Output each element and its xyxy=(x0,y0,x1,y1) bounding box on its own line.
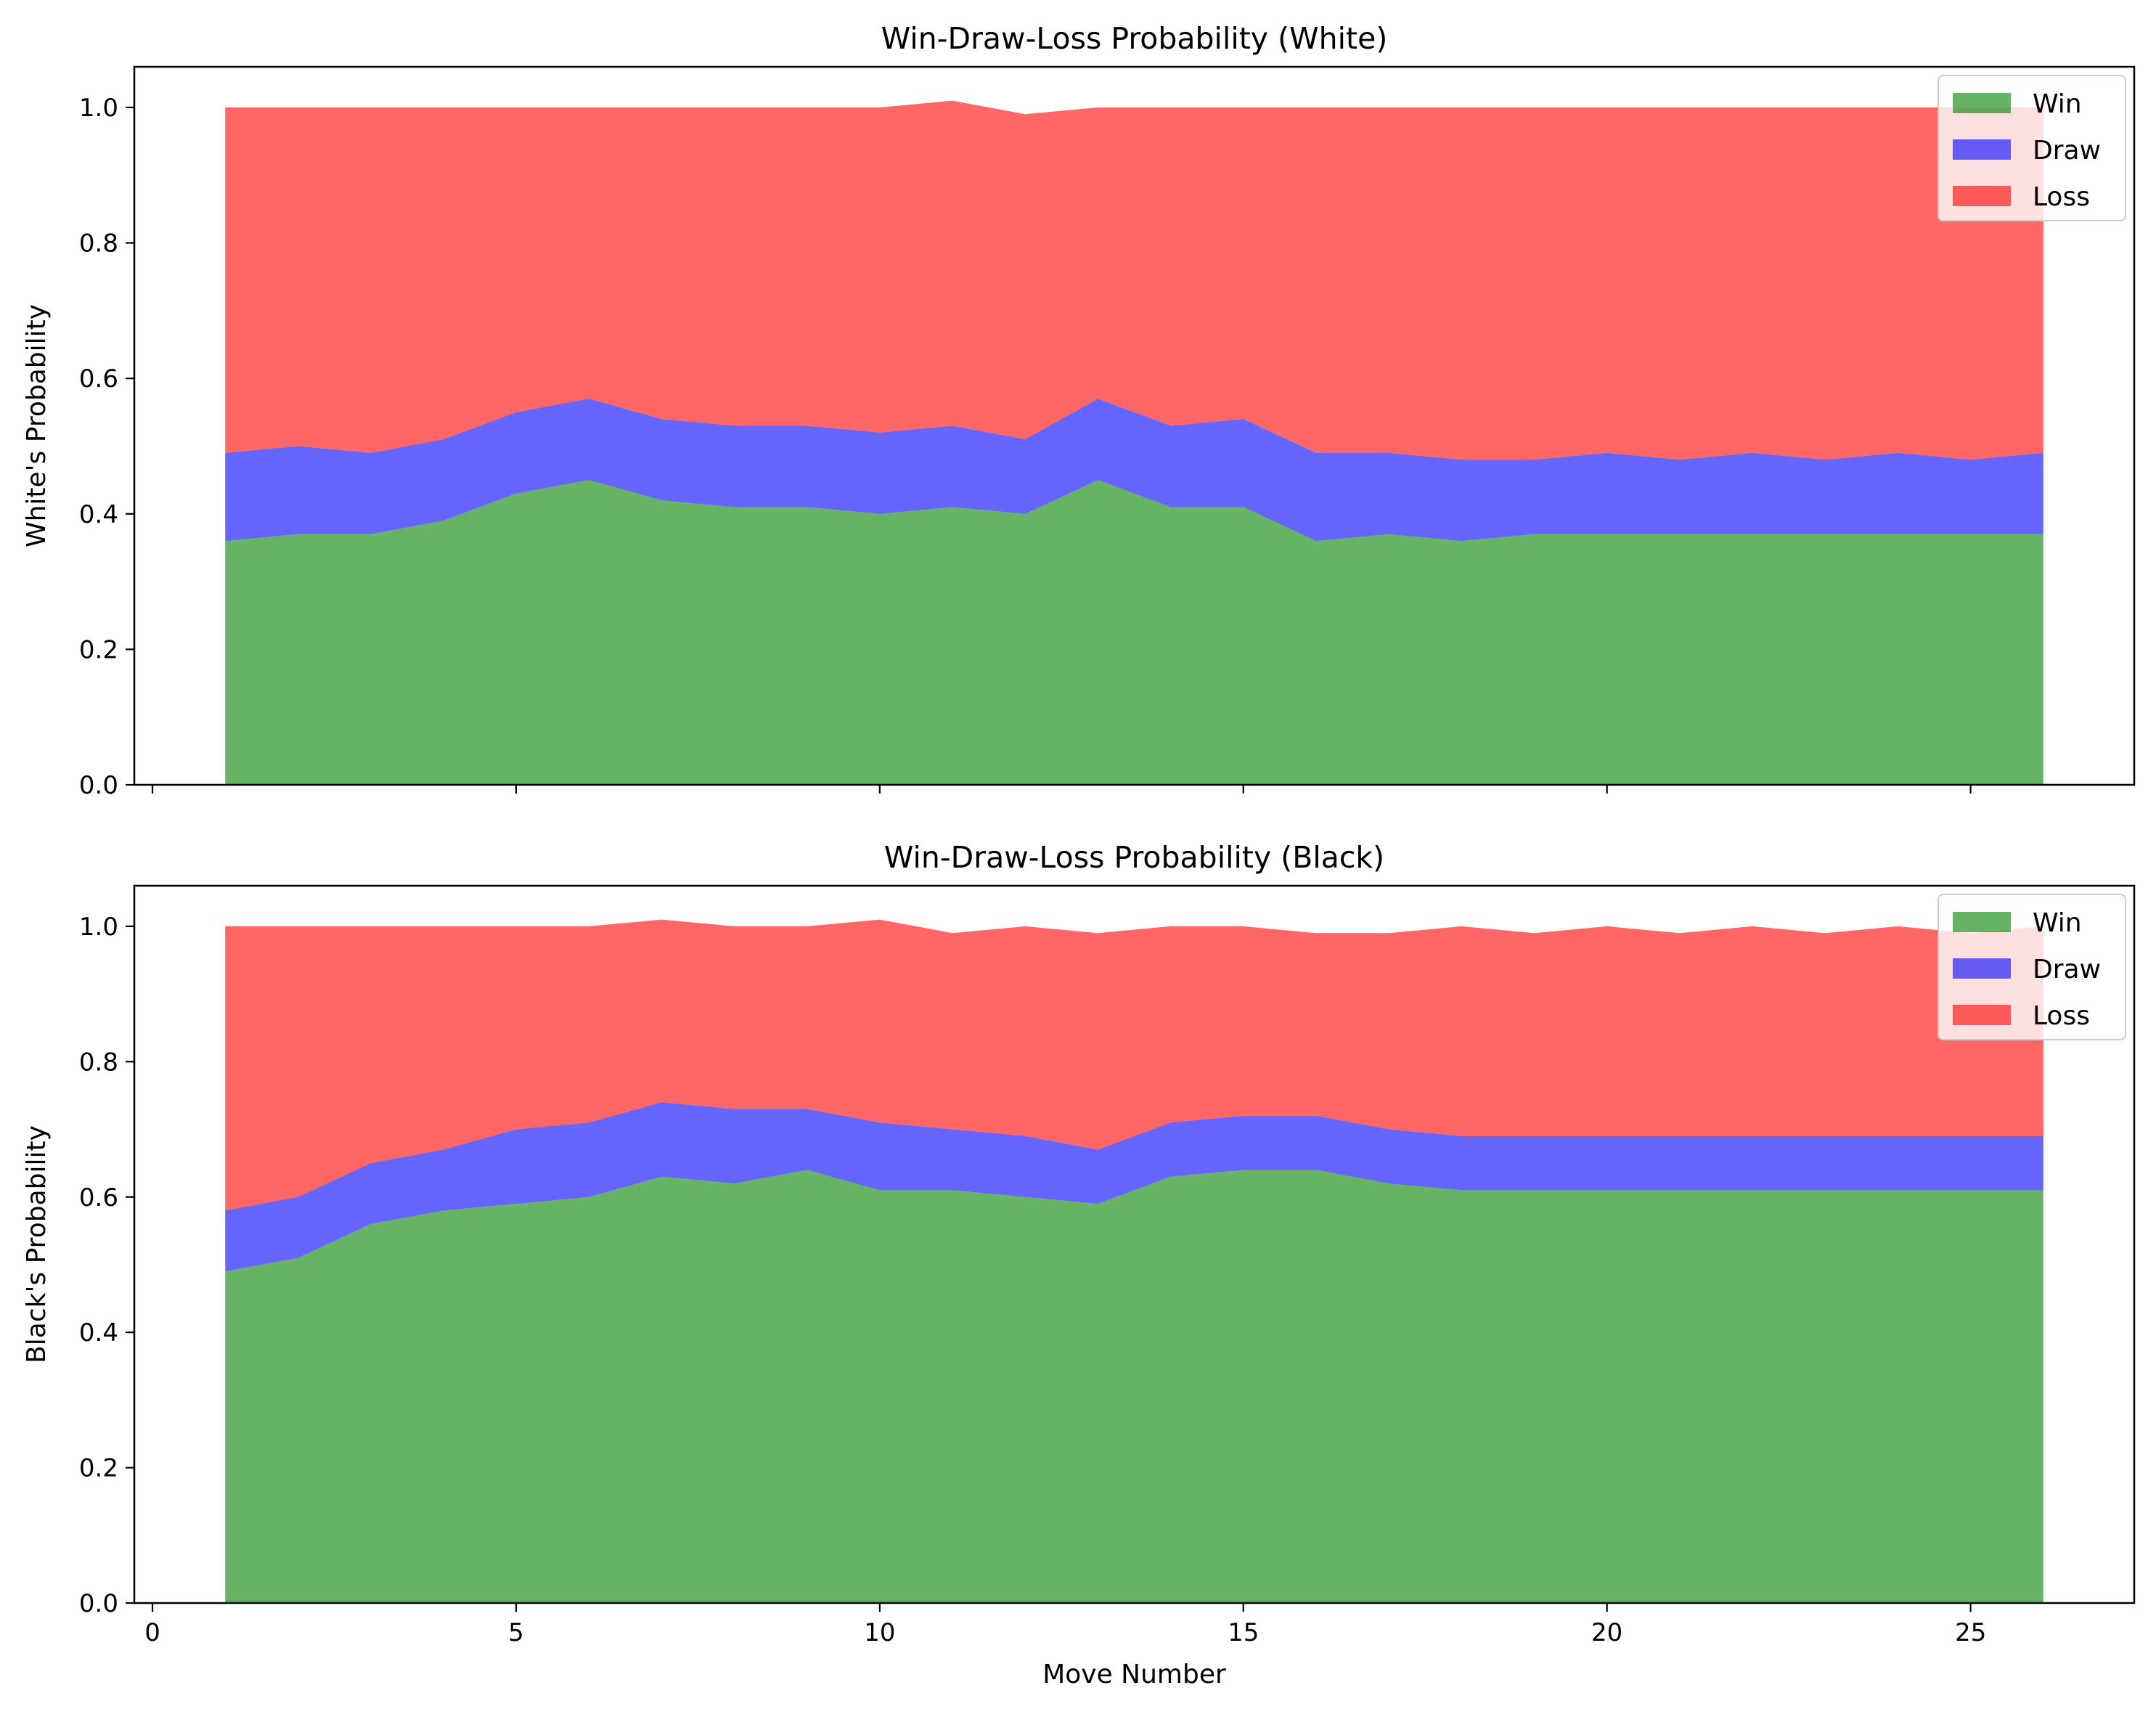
axes-frame xyxy=(133,65,2136,786)
y-tick-label: 0.6 xyxy=(79,364,118,393)
legend-swatch-loss xyxy=(1953,186,2011,206)
area-draw-black xyxy=(225,1102,2043,1272)
chart-panel-white: 0.0 0.2 0.4 0.6 0.8 1.0 Win-Draw-Loss Probabil… xyxy=(22,21,2136,800)
x-tick-label: 20 xyxy=(1591,1618,1622,1647)
legend-swatch-draw xyxy=(1953,958,2011,979)
legend-swatch-draw xyxy=(1953,139,2011,160)
area-draw-white xyxy=(225,399,2043,542)
area-win-black xyxy=(225,1170,2043,1603)
legend-label-loss: Loss xyxy=(2033,182,2090,212)
legend: Win Draw Loss xyxy=(1937,75,2126,221)
area-win-white xyxy=(225,480,2043,785)
legend: Win Draw Loss xyxy=(1937,894,2126,1040)
legend-label-win: Win xyxy=(2033,908,2082,938)
y-axis-label: Black's Probability xyxy=(22,1125,52,1363)
x-axis-label: Move Number xyxy=(1042,1660,1226,1689)
chart-title: Win-Draw-Loss Probability (Black) xyxy=(884,840,1384,875)
y-tick-label: 0.8 xyxy=(79,1048,118,1077)
x-tick-label: 0 xyxy=(144,1618,160,1647)
y-axis-label: White's Probability xyxy=(22,304,52,547)
legend-swatch-loss xyxy=(1953,1005,2011,1025)
chart-title: Win-Draw-Loss Probability (White) xyxy=(881,21,1388,56)
legend-label-draw: Draw xyxy=(2033,136,2101,166)
legend-label-win: Win xyxy=(2033,89,2082,119)
legend-label-draw: Draw xyxy=(2033,955,2101,984)
area-loss-white xyxy=(225,100,2043,460)
y-tick-label: 0.2 xyxy=(79,1454,118,1483)
y-tick-label: 1.0 xyxy=(79,94,118,123)
y-tick-label: 0.0 xyxy=(79,1589,118,1618)
legend-label-loss: Loss xyxy=(2033,1001,2090,1031)
axes-frame xyxy=(133,884,2136,1604)
y-tick-label: 0.4 xyxy=(79,500,118,529)
y-tick-label: 0.2 xyxy=(79,635,118,664)
x-tick-label: 10 xyxy=(864,1618,895,1647)
x-tick-label: 25 xyxy=(1955,1618,1986,1647)
y-tick-label: 0.4 xyxy=(79,1318,118,1347)
y-tick-label: 0.8 xyxy=(79,229,118,258)
legend-swatch-win xyxy=(1953,93,2011,113)
x-tick-label: 5 xyxy=(508,1618,524,1647)
chart-panel-black: 0 5 10 15 20 25 0.0 0.2 0.4 0.6 0.8 1.0 Win-Draw-Los… xyxy=(22,840,2136,1689)
y-tick-label: 0.0 xyxy=(79,771,118,800)
y-tick-label: 1.0 xyxy=(79,913,118,942)
x-tick-label: 15 xyxy=(1228,1618,1259,1647)
y-tick-label: 0.6 xyxy=(79,1183,118,1212)
legend-swatch-win xyxy=(1953,912,2011,932)
area-loss-black xyxy=(225,919,2043,1211)
